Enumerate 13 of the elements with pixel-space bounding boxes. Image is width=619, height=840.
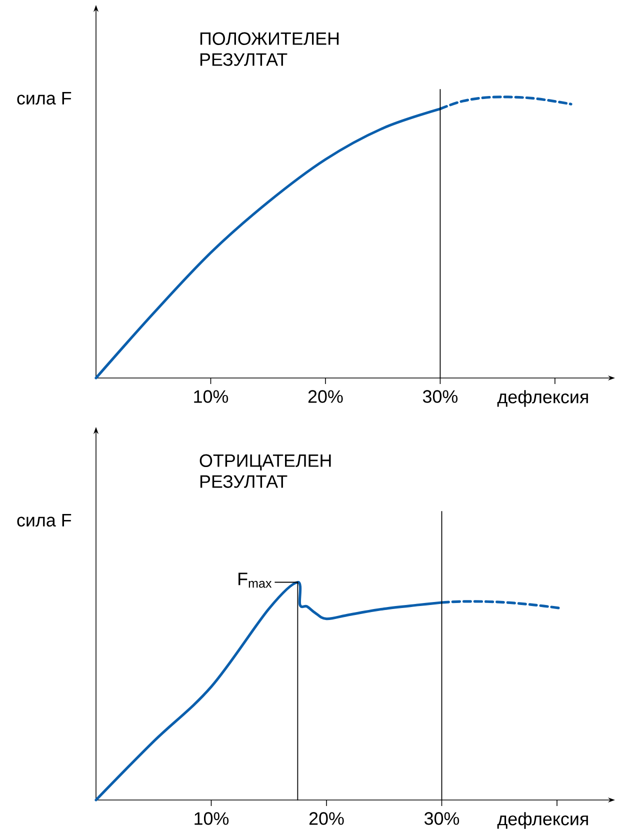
chart-title: ОТРИЦАТЕЛЕН РЕЗУЛТАТ (200, 454, 331, 488)
chart-title: ПОЛОЖИТЕЛЕН РЕЗУЛТАТ (200, 32, 339, 66)
annotation: F$_{max}$ (238, 572, 272, 588)
x-tick-label: 30% (424, 812, 460, 825)
x-tick-label: 10% (194, 390, 228, 403)
y-axis-title: сила F (17, 92, 72, 105)
x-tick-label: 20% (309, 812, 344, 825)
x-tick-label: 10% (194, 812, 229, 825)
x-tick-label: 20% (308, 390, 343, 403)
x-axis-title: дефлексия (497, 390, 588, 407)
x-tick-label: 30% (422, 390, 458, 403)
y-axis-title: сила F (17, 514, 72, 527)
x-axis-title: дефлексия (497, 812, 588, 829)
